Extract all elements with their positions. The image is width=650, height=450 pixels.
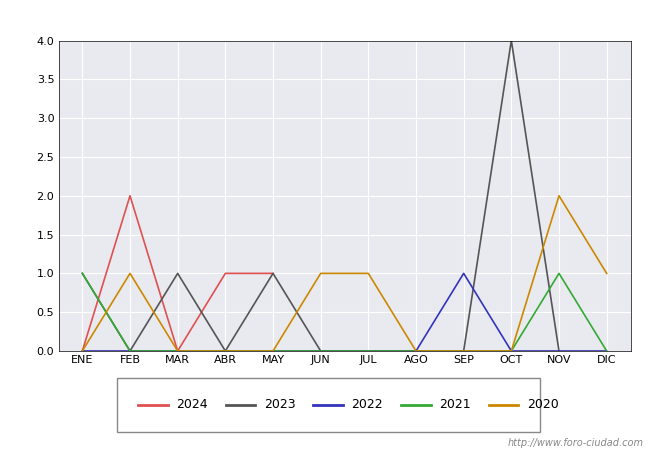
Text: 2024: 2024 [176,399,208,411]
2021 [317,348,324,354]
2023 [365,348,372,354]
2024 [174,348,181,354]
Text: http://www.foro-ciudad.com: http://www.foro-ciudad.com [508,438,644,448]
2020 [79,348,86,354]
2022 [174,348,181,354]
2024 [79,348,86,354]
2023 [317,348,324,354]
2021 [269,348,277,354]
Text: 2022: 2022 [352,399,383,411]
2024 [269,270,277,276]
2021 [79,270,86,276]
2020 [555,193,563,198]
2020 [269,348,277,354]
2023 [460,348,467,354]
Line: 2020: 2020 [83,196,606,351]
2020 [603,270,610,276]
2021 [412,348,420,354]
2022 [603,348,610,354]
2022 [365,348,372,354]
2023 [508,38,515,43]
2022 [412,348,420,354]
2024 [126,193,134,198]
Line: 2022: 2022 [83,273,606,351]
2020 [365,270,372,276]
2022 [222,348,229,354]
2022 [269,348,277,354]
2021 [603,348,610,354]
2022 [126,348,134,354]
2021 [174,348,181,354]
2020 [508,348,515,354]
2021 [222,348,229,354]
Text: 2020: 2020 [527,399,558,411]
2023 [555,348,563,354]
Line: 2021: 2021 [83,273,606,351]
2023 [269,270,277,276]
2022 [79,348,86,354]
2020 [412,348,420,354]
Text: 2023: 2023 [264,399,296,411]
2023 [79,270,86,276]
2022 [317,348,324,354]
2020 [222,348,229,354]
2023 [412,348,420,354]
Line: 2024: 2024 [83,196,273,351]
Text: 2021: 2021 [439,399,471,411]
2021 [555,270,563,276]
2022 [460,270,467,276]
Line: 2023: 2023 [83,40,559,351]
2021 [460,348,467,354]
2020 [460,348,467,354]
2021 [508,348,515,354]
2022 [555,348,563,354]
2020 [174,348,181,354]
2021 [126,348,134,354]
2021 [365,348,372,354]
2023 [222,348,229,354]
2023 [126,348,134,354]
2020 [317,270,324,276]
2023 [174,270,181,276]
2024 [222,270,229,276]
2022 [508,348,515,354]
2020 [126,270,134,276]
Text: Matriculaciones de Vehiculos en Vilamòs: Matriculaciones de Vehiculos en Vilamòs [170,9,480,24]
